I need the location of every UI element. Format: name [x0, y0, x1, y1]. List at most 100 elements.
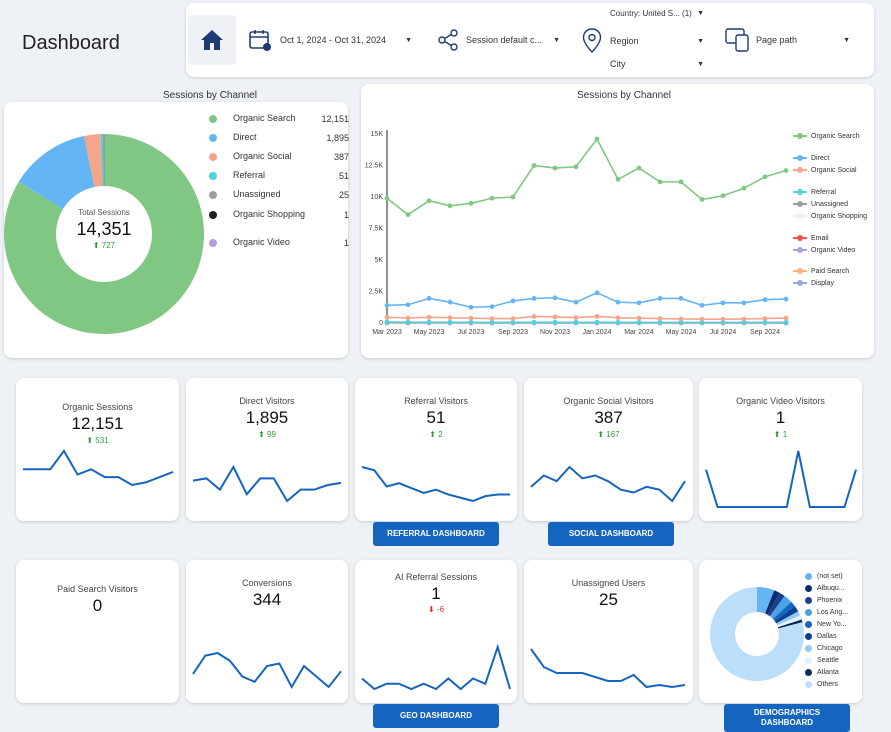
kpi-ai-referral-sessions: AI Referral Sessions 1 ⬇ -6	[355, 560, 517, 703]
data-point	[531, 296, 537, 301]
country-selector[interactable]: Country: United S... (1) ▼	[610, 9, 704, 18]
data-point	[447, 299, 453, 305]
kpi-unassigned-users: Unassigned Users 25	[524, 560, 693, 703]
data-point	[615, 319, 621, 325]
demographics-legend-item: New Yo...	[805, 621, 847, 628]
demographics-donut-chart	[710, 587, 804, 681]
data-point	[426, 319, 432, 325]
legend-label: New Yo...	[817, 621, 847, 628]
kpi-value: 1,895	[245, 408, 289, 427]
data-point	[405, 302, 411, 308]
kpi-referral-visitors: Referral Visitors 51 ⬆ 2	[355, 378, 517, 521]
legend-dot	[805, 597, 812, 604]
geo-dashboard-button[interactable]: GEO DASHBOARD	[373, 704, 499, 728]
data-point	[615, 315, 621, 321]
data-point	[447, 319, 453, 325]
home-button[interactable]	[188, 15, 236, 65]
donut-legend-item: Unassigned 25	[209, 190, 349, 200]
legend-label: Referral	[233, 170, 266, 180]
kpi-label: Organic Video Visitors	[736, 396, 825, 406]
data-point	[468, 200, 474, 206]
demographics-legend-item: Seattle	[805, 657, 839, 664]
chevron-down-icon: ▼	[697, 60, 704, 68]
legend-label: Organic Social	[233, 151, 292, 161]
kpi-value: 51	[426, 408, 446, 427]
donut-title: Sessions by Channel	[163, 90, 257, 101]
demographics-dashboard-button[interactable]: DEMOGRAPHICS DASHBOARD	[724, 704, 850, 732]
data-point	[783, 168, 789, 173]
donut-legend-item: Organic Shopping 1	[209, 210, 349, 220]
demographics-slice	[769, 595, 792, 619]
data-point	[657, 296, 663, 301]
demographics-slice	[777, 615, 802, 628]
legend-label: (not set)	[817, 573, 843, 580]
kpi-delta-value: -6	[436, 605, 445, 614]
kpi-delta-value: 1	[782, 430, 788, 439]
legend-swatch	[793, 213, 807, 219]
legend-swatch	[793, 201, 807, 207]
x-tick-label: May 2023	[414, 329, 445, 336]
kpi-label: AI Referral Sessions	[394, 572, 478, 582]
data-point	[552, 165, 558, 171]
data-point	[468, 304, 474, 310]
legend-dot	[209, 134, 217, 142]
referral-dashboard-button[interactable]: REFERRAL DASHBOARD	[373, 522, 499, 546]
y-tick-label: 5K	[374, 257, 383, 264]
kpi-sparkline	[530, 465, 686, 503]
data-point	[678, 316, 684, 322]
x-tick-label: May 2024	[666, 329, 697, 336]
x-tick-label: Mar 2024	[624, 329, 654, 336]
sessions-line-card: Sessions by Channel 0 2.5K 5K 7.5K 10K 12.5K 1…	[361, 84, 874, 358]
kpi-delta: ⬆ 99	[258, 430, 276, 439]
date-range-selector[interactable]: Oct 1, 2024 - Oct 31, 2024 ▼	[248, 28, 412, 52]
page-path-selector[interactable]: Page path ▼	[724, 27, 850, 53]
data-point	[384, 319, 390, 325]
data-point	[405, 315, 411, 321]
donut-slice	[4, 134, 204, 334]
data-point	[636, 315, 642, 321]
demographics-legend-item: Others	[805, 681, 838, 688]
data-point	[426, 296, 432, 301]
data-point	[678, 296, 684, 301]
data-point	[573, 319, 579, 325]
city-text: City	[610, 59, 626, 69]
kpi-delta: ⬆ 1	[773, 430, 788, 439]
legend-dot	[209, 239, 217, 247]
legend-label: Others	[817, 681, 839, 688]
location-pin-icon	[582, 28, 602, 54]
legend-label: Atlanta	[817, 669, 839, 676]
legend-value: 12,151	[321, 114, 349, 124]
y-tick-label: 2.5K	[369, 289, 384, 296]
kpi-conversions: Conversions 344	[186, 560, 348, 703]
donut-legend-item: Organic Video 1	[209, 238, 349, 248]
y-tick-label: 10K	[371, 194, 384, 201]
data-point	[741, 316, 747, 322]
donut-center-delta: ⬆ 727	[92, 241, 116, 250]
legend-swatch	[793, 268, 807, 274]
social-dashboard-button[interactable]: SOCIAL DASHBOARD	[548, 522, 674, 546]
session-channel-selector[interactable]: Session default c... ▼	[436, 28, 560, 52]
line-chart-title: Sessions by Channel	[577, 90, 671, 101]
city-selector[interactable]: City ▼	[610, 59, 704, 69]
legend-dot	[209, 211, 217, 219]
region-selector[interactable]: Region ▼	[582, 28, 704, 54]
kpi-value: 25	[599, 590, 618, 609]
line-legend-item: Organic Social	[793, 166, 871, 175]
share-icon	[436, 28, 460, 52]
legend-dot	[209, 172, 217, 180]
data-point	[384, 195, 390, 201]
kpi-organic-sessions: Organic Sessions 12,151 ⬆ 531	[16, 378, 179, 521]
kpi-label: Direct Visitors	[239, 396, 295, 406]
data-point	[594, 314, 600, 319]
line-legend-item: Referral	[793, 188, 871, 197]
data-point	[573, 315, 579, 320]
data-point	[405, 212, 411, 218]
data-point	[720, 316, 726, 322]
chevron-down-icon: ▼	[843, 36, 850, 44]
legend-label: Organic Video	[811, 247, 856, 254]
line-legend-item: Organic Shopping	[793, 212, 871, 221]
demographics-slice	[777, 619, 803, 629]
x-tick-label: Sep 2023	[498, 329, 528, 336]
x-tick-label: Sep 2024	[750, 329, 780, 336]
kpi-label: Paid Search Visitors	[57, 584, 138, 594]
